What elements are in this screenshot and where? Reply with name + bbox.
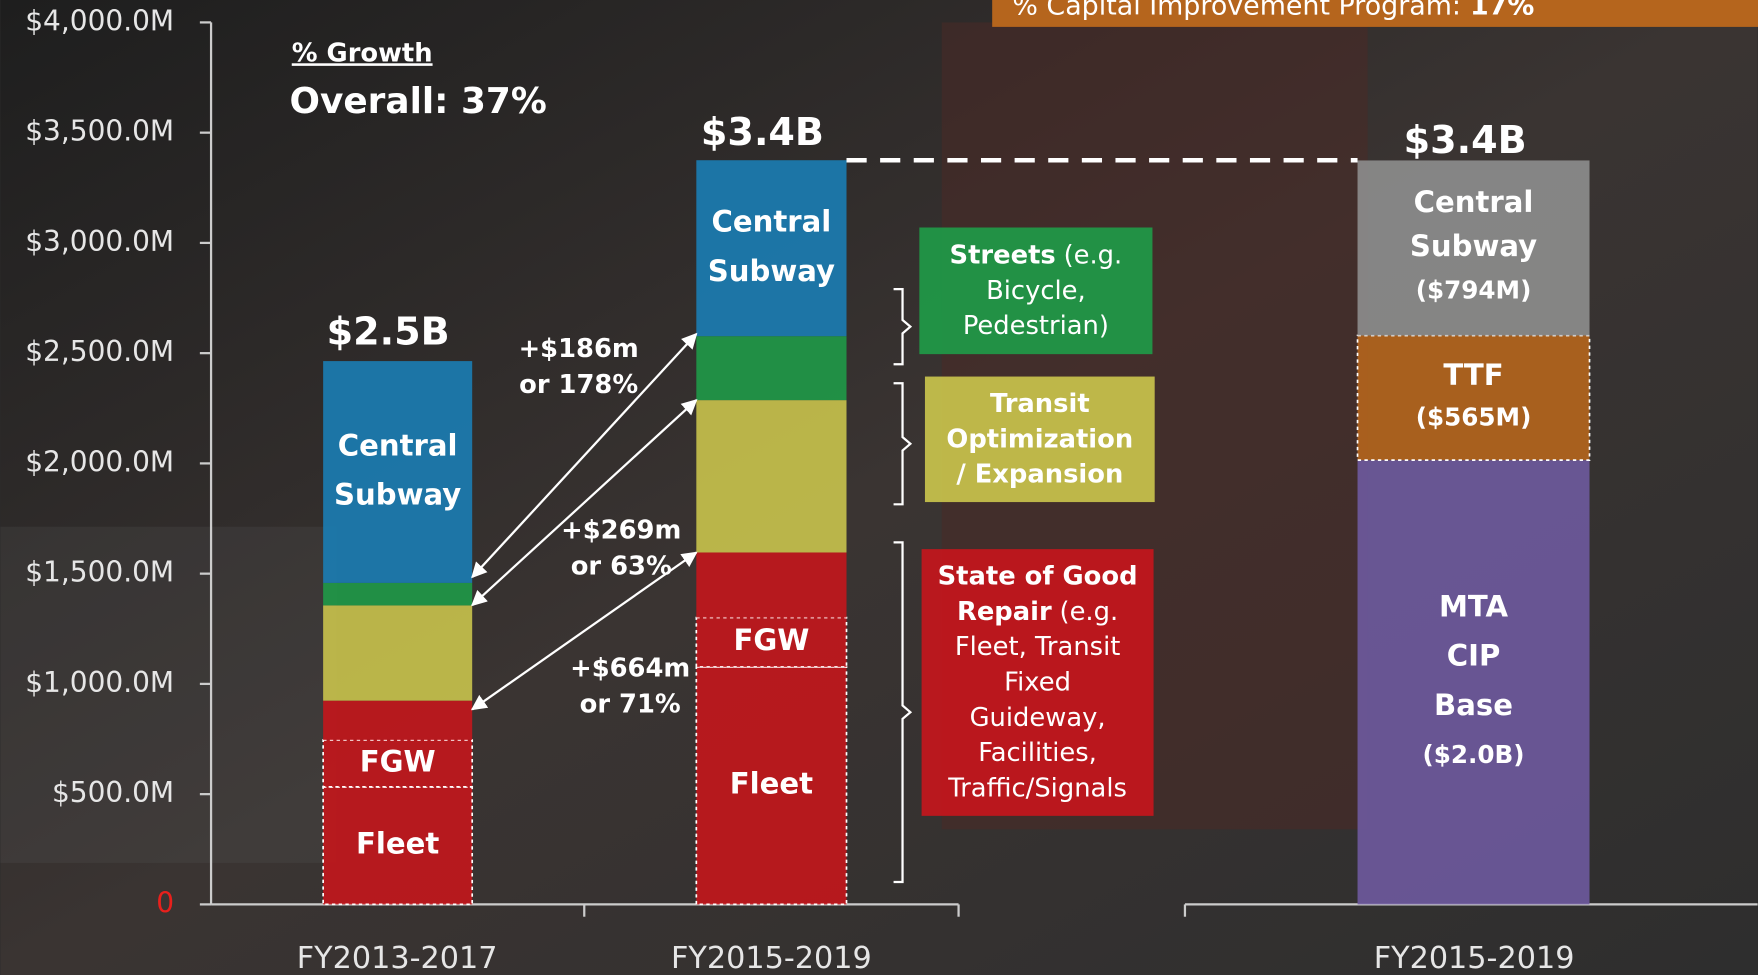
legend-text: Streets (e.g. [950,240,1123,270]
legend-text-run: Guideway, [970,702,1106,732]
segment-label: FGW [360,744,436,778]
legend-text: Fleet, Transit [955,632,1121,662]
legend-text-run: Optimization [946,424,1133,454]
legend-text-run: State of Good [938,561,1138,591]
segment-label: Subway [1410,229,1537,263]
background-bus [0,526,337,863]
legend-text: Traffic/Signals [947,773,1127,803]
bar-segment [323,700,473,740]
segment-label: Central [338,428,458,462]
legend-text-run: (e.g. [1064,240,1123,270]
legend-brace [893,541,913,884]
chart-subtitle: Overall: 37% [290,81,547,122]
growth-label: +$269m [561,516,681,546]
y-tick-label: $3,500.0M [25,115,174,148]
growth-arrow [470,551,698,711]
y-tick-label: $1,500.0M [25,556,174,589]
growth-label: or 71% [580,689,681,719]
segment-label: Fleet [730,767,813,801]
banner-text: % Capital Improvement Program: 17% [1012,0,1534,21]
bar-segment [696,160,847,337]
x-tick-label: FY2015-2019 [1374,941,1575,975]
bar-segment [695,616,848,668]
legend-text-run: Transit [990,389,1090,419]
legend-brace [893,382,913,506]
legend-text: Repair (e.g. [957,596,1118,626]
legend-text: Optimization [946,424,1133,454]
y-tick-label: $2,500.0M [25,335,174,368]
segment-label: Central [1414,185,1534,219]
segment-label: Central [712,205,832,239]
legend-text-run: Pedestrian) [963,311,1109,341]
bar-segment [696,336,847,401]
bar-segment [1357,160,1590,336]
total-label: $3.4B [701,110,824,154]
legend-text: Pedestrian) [963,311,1109,341]
legend-box [924,376,1155,503]
legend-text: State of Good [938,561,1138,591]
legend-brace [893,288,913,366]
growth-label: +$186m [519,334,639,364]
x-tick-label: FY2015-2019 [671,941,872,975]
legend-text: Bicycle, [986,275,1086,305]
legend-text-run: Fleet, Transit [955,632,1121,662]
legend-text: Facilities, [978,738,1097,768]
bar-segment [1357,460,1590,905]
segment-label: Subway [334,478,461,512]
legend-text-run: Fixed [1004,667,1071,697]
legend-text-run: Streets [950,240,1056,270]
total-label: $2.5B [327,309,450,353]
growth-label: or 63% [571,552,672,582]
total-label: $3.4B [1404,118,1527,162]
segment-label: ($794M) [1416,276,1532,305]
legend-box [921,549,1154,816]
segment-label: ($565M) [1416,403,1532,432]
legend-text-run: / Expansion [956,459,1123,489]
bar-segment [322,786,474,906]
bar-segment [696,400,847,553]
legend-text: Transit [990,389,1090,419]
banner [992,0,1758,27]
segment-label: MTA [1439,589,1509,623]
bar-segment [323,605,473,701]
legend-box [919,227,1153,355]
bar-segment [1356,334,1591,461]
growth-label: +$664m [570,654,690,684]
banner-value: 17% [1470,0,1534,21]
segment-label: CIP [1447,639,1501,673]
y-tick-label: 0 [156,886,174,919]
chart-title: % Growth [292,38,433,68]
bar-segment [323,361,473,583]
segment-label: FGW [733,623,809,657]
bar-segment [323,582,473,606]
bar-segment [696,552,847,618]
legend-text-run: (e.g. [1060,596,1119,626]
segment-label: Subway [708,254,835,288]
segment-label: TTF [1443,358,1503,392]
y-tick-label: $3,000.0M [25,225,174,258]
banner-label: % Capital Improvement Program: [1012,0,1461,21]
segment-label: ($2.0B) [1422,740,1524,769]
legend-text: Guideway, [970,702,1106,732]
segment-label: Fleet [356,827,439,861]
legend-text-run: Repair [957,596,1052,626]
y-tick-label: $500.0M [52,776,174,809]
legend-text: / Expansion [956,459,1123,489]
segment-label: Base [1434,688,1513,722]
y-tick-label: $2,000.0M [25,445,174,478]
growth-label: or 178% [519,370,638,400]
y-tick-label: $1,000.0M [25,666,174,699]
bar-segment [322,739,474,788]
legend-text-run: Traffic/Signals [947,773,1127,803]
y-tick-label: $4,000.0M [25,4,174,37]
x-tick-label: FY2013-2017 [297,941,498,975]
legend-text-run: Facilities, [978,738,1097,768]
legend-text-run: Bicycle, [986,275,1086,305]
legend-text: Fixed [1004,667,1071,697]
